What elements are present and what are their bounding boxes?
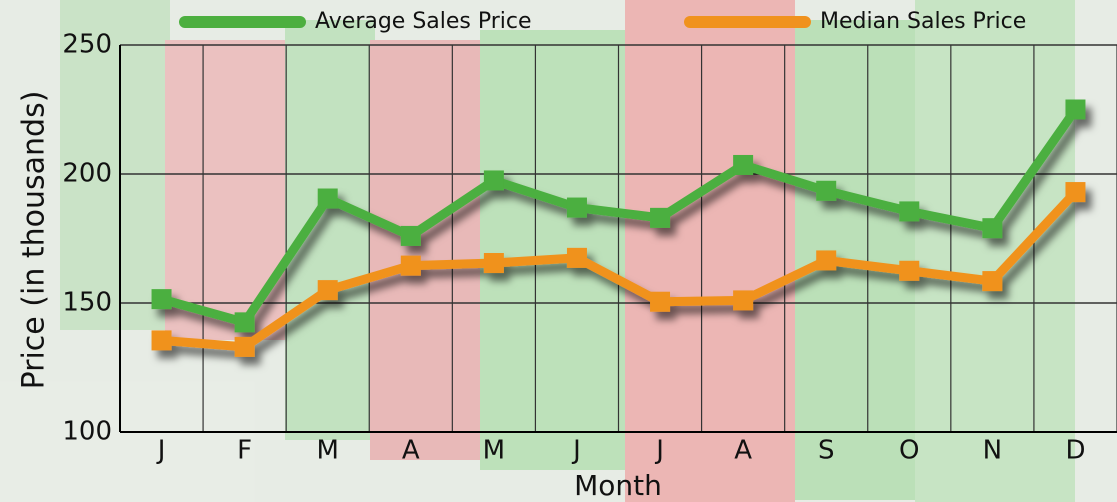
point-marker	[1065, 100, 1085, 120]
x-tick-label: A	[402, 436, 420, 466]
y-tick-label: 100	[62, 417, 112, 447]
point-marker	[401, 226, 421, 246]
point-marker	[899, 201, 919, 221]
point-marker	[235, 337, 255, 357]
point-marker	[318, 189, 338, 209]
x-tick-label: M	[316, 436, 338, 466]
x-tick-label: S	[818, 436, 835, 466]
point-marker	[982, 218, 1002, 238]
point-marker	[152, 330, 172, 350]
point-marker	[816, 181, 836, 201]
x-tick-label: A	[734, 436, 752, 466]
x-axis-label: Month	[574, 469, 662, 502]
y-tick-label: 200	[62, 159, 112, 189]
point-marker	[567, 198, 587, 218]
point-marker	[650, 208, 670, 228]
x-tick-label: O	[899, 436, 919, 466]
y-tick-label: 150	[62, 288, 112, 318]
point-marker	[650, 292, 670, 312]
y-tick-label: 250	[62, 30, 112, 60]
point-marker	[733, 290, 753, 310]
x-tick-label: J	[654, 436, 664, 466]
legend-label: Average Sales Price	[315, 9, 532, 34]
legend-label: Median Sales Price	[820, 9, 1026, 34]
x-tick-label: N	[983, 436, 1002, 466]
point-marker	[733, 155, 753, 175]
point-marker	[152, 289, 172, 309]
background	[0, 0, 1117, 502]
point-marker	[484, 170, 504, 190]
chart: 100 150 200 250 J F M A M J J A S O N D Average Sales Pr…	[0, 0, 1117, 502]
x-tick-label: J	[571, 436, 581, 466]
y-axis-label: Price (in thousands)	[17, 91, 52, 390]
point-marker	[1065, 182, 1085, 202]
x-tick-label: J	[156, 436, 166, 466]
point-marker	[235, 312, 255, 332]
point-marker	[899, 261, 919, 281]
point-marker	[816, 250, 836, 270]
point-marker	[484, 253, 504, 273]
point-marker	[401, 256, 421, 276]
point-marker	[567, 248, 587, 268]
x-tick-label: D	[1065, 436, 1085, 466]
x-tick-label: M	[483, 436, 505, 466]
point-marker	[982, 271, 1002, 291]
point-marker	[318, 280, 338, 300]
x-tick-label: F	[237, 436, 252, 466]
